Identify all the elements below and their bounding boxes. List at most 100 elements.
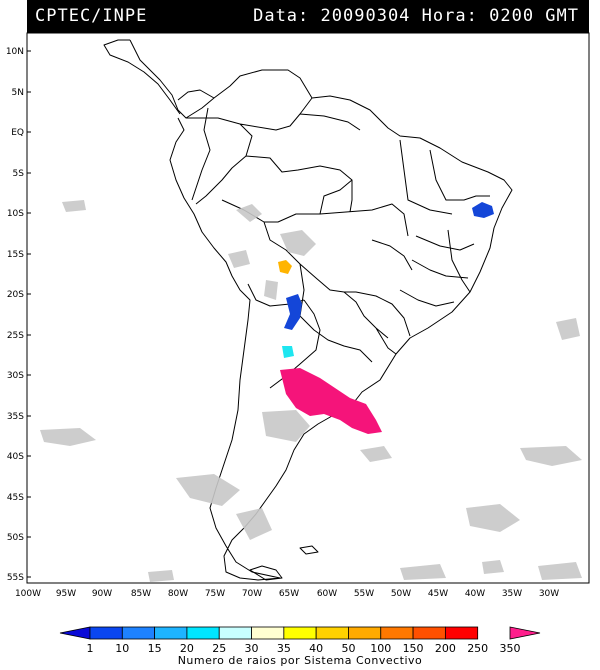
legend-value: 25 [212, 642, 226, 655]
caribbean-coast [177, 89, 215, 101]
storm-magenta [280, 368, 382, 434]
lat-label: 25S [7, 331, 24, 341]
continent-outline [129, 39, 513, 581]
storm-orange [278, 260, 292, 274]
legend-value: 50 [341, 642, 355, 655]
falklands [299, 545, 319, 555]
tierra-del-fuego [249, 565, 283, 581]
cloud-patch [482, 560, 504, 574]
legend-cell [444, 626, 479, 640]
lat-label: 30S [7, 371, 24, 381]
legend-cell [186, 626, 220, 640]
legend-cell [412, 626, 446, 640]
lon-label: 60W [317, 589, 337, 599]
lon-label: 55W [354, 589, 374, 599]
legend-caption: Numero de raios por Sistema Convectivo [177, 654, 423, 667]
legend-value: 35 [277, 642, 291, 655]
cloud-patch [360, 446, 392, 462]
lat-label: 5S [13, 169, 25, 179]
lat-label: 15S [7, 250, 24, 260]
cloud-patch [40, 428, 96, 446]
state-borders [371, 139, 490, 307]
lon-label: 65W [279, 589, 299, 599]
cloud-patch [176, 474, 240, 506]
legend-value: 250 [467, 642, 488, 655]
cloud-patches [40, 200, 582, 582]
legend-value: 10 [115, 642, 129, 655]
storm-cyan [282, 346, 294, 358]
cloud-patch [236, 508, 272, 540]
legend-arrow-left [59, 626, 91, 640]
timestamp: Data: 20090304 Hora: 0200 GMT [253, 6, 579, 26]
legend-cell [218, 626, 252, 640]
lon-label: 70W [242, 589, 262, 599]
lat-label: 10N [6, 47, 24, 57]
cloud-patch [236, 204, 262, 222]
lat-label: 35S [7, 412, 24, 422]
lat-label: 40S [7, 452, 24, 462]
borders [186, 97, 411, 389]
lon-label: 90W [92, 589, 112, 599]
legend-value: 40 [309, 642, 323, 655]
cloud-patch [148, 570, 174, 582]
agency-label: CPTEC/INPE [35, 6, 148, 26]
lat-label: 45S [7, 493, 24, 503]
cloud-patch [62, 200, 86, 212]
legend-cell [121, 626, 156, 640]
cloud-patch [262, 410, 310, 442]
cloud-patch [520, 446, 582, 466]
central-america-outline [103, 39, 181, 115]
legend-value: 150 [403, 642, 424, 655]
lat-label: 55S [7, 573, 24, 583]
lat-label: 5N [12, 88, 24, 98]
cloud-patch [466, 504, 520, 532]
legend-cell [154, 626, 188, 640]
latitude-labels: 10N 5N EQ 5S 10S 15S 20S 25S 30S 35S 40S… [6, 47, 24, 583]
lon-label: 75W [205, 589, 225, 599]
cloud-patch [264, 280, 278, 300]
storm-blue-northeast [472, 202, 494, 218]
tick-marks [27, 50, 31, 578]
legend-cell [251, 626, 285, 640]
hora-label: Hora: [421, 6, 478, 26]
legend-value: 30 [245, 642, 259, 655]
data-label: Data: [253, 6, 310, 26]
lon-label: 50W [391, 589, 411, 599]
legend-value: 1 [87, 642, 94, 655]
time-value: 0200 GMT [489, 6, 579, 26]
legend-cell [283, 626, 317, 640]
lon-label: 40W [465, 589, 485, 599]
lon-label: 30W [539, 589, 559, 599]
lon-label: 45W [428, 589, 448, 599]
lat-label: EQ [11, 128, 24, 138]
legend-cell [89, 626, 123, 640]
coastline [103, 39, 513, 581]
lon-label: 95W [56, 589, 76, 599]
convective-systems [278, 202, 494, 434]
legend-cell [348, 626, 382, 640]
cloud-patch [556, 318, 580, 340]
legend-arrow-right [509, 626, 541, 640]
legend-value: 200 [435, 642, 456, 655]
lon-label: 80W [168, 589, 188, 599]
map-header: CPTEC/INPE Data: 20090304 Hora: 0200 GMT [27, 0, 589, 33]
cloud-patch [538, 562, 582, 580]
cloud-patch [280, 230, 316, 256]
legend-colorbar [59, 626, 541, 640]
lat-label: 20S [7, 290, 24, 300]
cloud-patch [228, 250, 250, 268]
cloud-patch [400, 564, 446, 580]
lat-label: 10S [7, 209, 24, 219]
legend-value: 100 [370, 642, 391, 655]
longitude-labels: 100W 95W 90W 85W 80W 75W 70W 65W 60W 55W… [15, 589, 559, 599]
legend-cell [315, 626, 349, 640]
lon-label: 100W [15, 589, 41, 599]
lon-label: 85W [131, 589, 151, 599]
map-frame [26, 32, 590, 584]
legend-labels: 1 10 15 20 25 30 35 40 50 100 150 200 250 350 [87, 642, 521, 655]
legend-cell [380, 626, 414, 640]
lat-label: 50S [7, 533, 24, 543]
legend-value: 15 [148, 642, 162, 655]
lon-label: 35W [502, 589, 522, 599]
